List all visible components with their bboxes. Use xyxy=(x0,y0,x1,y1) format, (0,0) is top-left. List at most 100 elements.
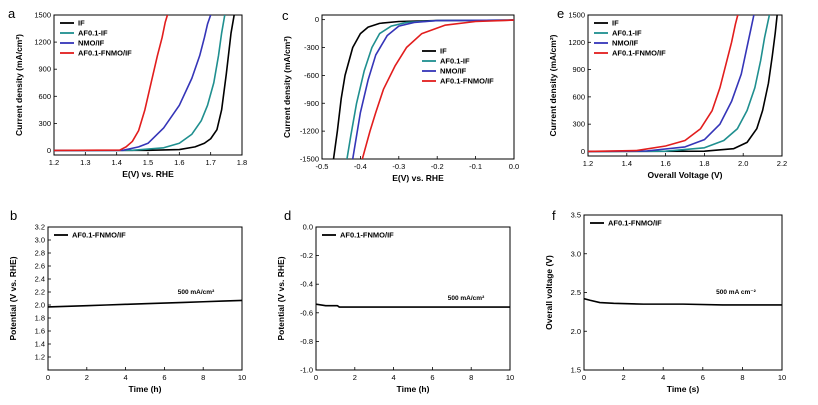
x-tick-label: -0.5 xyxy=(316,162,329,171)
y-tick-label: 600 xyxy=(38,92,51,101)
y-tick-label: 2.2 xyxy=(35,288,45,297)
y-tick-label: 2.4 xyxy=(35,275,45,284)
x-tick-label: 4 xyxy=(392,373,396,382)
y-tick-label: 2.0 xyxy=(35,301,45,310)
series-line-3 xyxy=(588,15,739,153)
x-tick-label: 10 xyxy=(506,373,514,382)
x-tick-label: 2.2 xyxy=(777,159,787,168)
current-density-annotation: 500 mA/cm² xyxy=(178,289,215,296)
x-tick-label: 1.8 xyxy=(237,158,247,167)
x-tick-label: 0 xyxy=(582,373,586,382)
legend-label-3: AF0.1-FNMO/IF xyxy=(78,49,132,58)
x-axis-label: Overall Voltage (V) xyxy=(648,170,723,180)
panel-letter-a: a xyxy=(8,6,16,21)
legend-label-0: AF0.1-FNMO/IF xyxy=(608,219,662,228)
y-tick-label: 600 xyxy=(572,92,585,101)
y-tick-label: 1.2 xyxy=(35,353,45,362)
y-tick-label: 1200 xyxy=(568,38,585,47)
y-tick-label: 1500 xyxy=(34,11,51,20)
x-tick-label: 0.0 xyxy=(509,162,519,171)
plot-frame xyxy=(321,14,515,160)
panel-f: f 0 2 4 6 8 10 1.5 2.0 2.5 3.0 3.5 Time (s) Overall v… xyxy=(544,208,786,394)
y-tick-label: -600 xyxy=(304,71,319,80)
y-tick-label: 3.2 xyxy=(35,223,45,232)
y-tick-label: 3.0 xyxy=(571,249,581,258)
series-line-0 xyxy=(332,19,514,159)
legend-label-2: NMO/IF xyxy=(612,39,639,48)
y-tick-label: 1500 xyxy=(568,11,585,20)
x-tick-label: 1.4 xyxy=(111,158,121,167)
x-axis-label: Time (s) xyxy=(667,384,700,394)
y-tick-label: 2.8 xyxy=(35,249,45,258)
y-tick-label: 2.6 xyxy=(35,262,45,271)
y-tick-label: 2.0 xyxy=(571,327,581,336)
x-tick-label: 10 xyxy=(778,373,786,382)
x-tick-label: 1.2 xyxy=(583,159,593,168)
y-tick-label: 300 xyxy=(572,120,585,129)
y-tick-label: 3.5 xyxy=(571,211,581,220)
current-density-annotation: 500 mA/cm² xyxy=(448,295,485,302)
x-tick-label: 2 xyxy=(622,373,626,382)
x-tick-label: -0.4 xyxy=(354,162,367,171)
x-tick-label: 1.8 xyxy=(699,159,709,168)
y-tick-label: -1200 xyxy=(300,127,319,136)
x-axis-label: Time (h) xyxy=(129,384,162,394)
legend-label-1: AF0.1-IF xyxy=(612,29,642,38)
legend-label-3: AF0.1-FNMO/IF xyxy=(612,49,666,58)
series-line-0 xyxy=(54,15,235,152)
x-tick-label: -0.3 xyxy=(392,162,405,171)
x-tick-label: 1.6 xyxy=(660,159,670,168)
x-tick-label: -0.1 xyxy=(469,162,482,171)
series-line-2 xyxy=(588,15,755,153)
series-line-0 xyxy=(316,303,510,308)
x-tick-label: 1.5 xyxy=(143,158,153,167)
panel-e: e 1.2 1.4 1.6 1.8 2.0 2.2 0 300 600 900 1200 1500 Ove… xyxy=(548,6,787,180)
legend-label-0: IF xyxy=(440,47,447,56)
plot-frame xyxy=(315,226,511,371)
legend-label-3: AF0.1-FNMO/IF xyxy=(440,77,494,86)
y-tick-label: 0 xyxy=(581,147,585,156)
y-tick-label: 2.5 xyxy=(571,288,581,297)
x-tick-label: 2 xyxy=(353,373,357,382)
x-tick-label: 1.3 xyxy=(80,158,90,167)
x-tick-label: 8 xyxy=(469,373,473,382)
plot-frame xyxy=(47,226,243,371)
panel-letter-f: f xyxy=(552,208,556,223)
y-tick-label: 1.6 xyxy=(35,327,45,336)
legend-label-0: IF xyxy=(78,19,85,28)
panel-c: c -0.5 -0.4 -0.3 -0.2 -0.1 0.0 0 -300 -600 -900 -12… xyxy=(282,8,519,183)
series-line-2 xyxy=(351,19,514,159)
series-line-0 xyxy=(48,299,242,308)
x-tick-label: 0 xyxy=(314,373,318,382)
panel-b: b 0 2 4 6 8 10 1.2 1.4 1.6 1.8 2.0 2.2 2.4 2.6 2.8 3.0 3.… xyxy=(8,208,246,394)
y-tick-label: 1200 xyxy=(34,38,51,47)
x-tick-label: 2 xyxy=(85,373,89,382)
y-tick-label: -0.8 xyxy=(300,337,313,346)
panel-letter-c: c xyxy=(282,8,289,23)
y-tick-label: -0.4 xyxy=(300,280,313,289)
x-tick-label: 6 xyxy=(162,373,166,382)
x-tick-label: 1.2 xyxy=(49,158,59,167)
x-tick-label: 2.0 xyxy=(738,159,748,168)
y-tick-label: -0.2 xyxy=(300,251,313,260)
panel-letter-d: d xyxy=(284,208,291,223)
x-tick-label: -0.2 xyxy=(431,162,444,171)
y-tick-label: 900 xyxy=(572,65,585,74)
legend-label-1: AF0.1-IF xyxy=(78,29,108,38)
y-tick-label: 0.0 xyxy=(303,223,313,232)
panel-a: a 1.2 1.3 1.4 1.5 1.6 1.7 1.8 0 300 600 900 1200 1500… xyxy=(8,6,247,179)
panel-letter-b: b xyxy=(10,208,17,223)
plot-frame xyxy=(587,14,783,157)
x-tick-label: 8 xyxy=(740,373,744,382)
y-tick-label: -1500 xyxy=(300,155,319,164)
y-tick-label: 0 xyxy=(315,15,319,24)
panel-letter-e: e xyxy=(557,6,564,21)
series-line-0 xyxy=(584,297,782,306)
legend-label-2: NMO/IF xyxy=(78,39,105,48)
x-tick-label: 6 xyxy=(701,373,705,382)
x-tick-label: 10 xyxy=(238,373,246,382)
series-line-1 xyxy=(54,15,226,152)
series-line-1 xyxy=(588,15,771,153)
x-tick-label: 1.6 xyxy=(174,158,184,167)
